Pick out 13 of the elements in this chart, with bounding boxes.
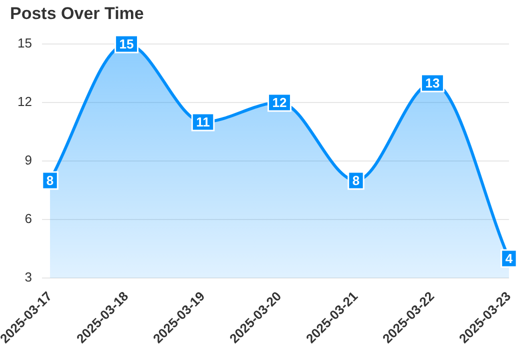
y-tick-label: 6 — [24, 211, 32, 226]
data-label: 13 — [425, 76, 440, 91]
data-label: 4 — [505, 251, 514, 266]
y-tick-label: 3 — [24, 270, 32, 285]
y-tick-label: 15 — [18, 36, 32, 51]
data-label: 8 — [352, 173, 360, 188]
chart-title: Posts Over Time — [10, 4, 144, 24]
y-tick-label: 9 — [24, 152, 32, 168]
data-label: 11 — [196, 114, 210, 130]
data-label: 15 — [119, 36, 134, 52]
data-label: 12 — [272, 95, 287, 110]
y-tick-label: 12 — [18, 94, 32, 110]
data-label: 8 — [46, 173, 54, 188]
